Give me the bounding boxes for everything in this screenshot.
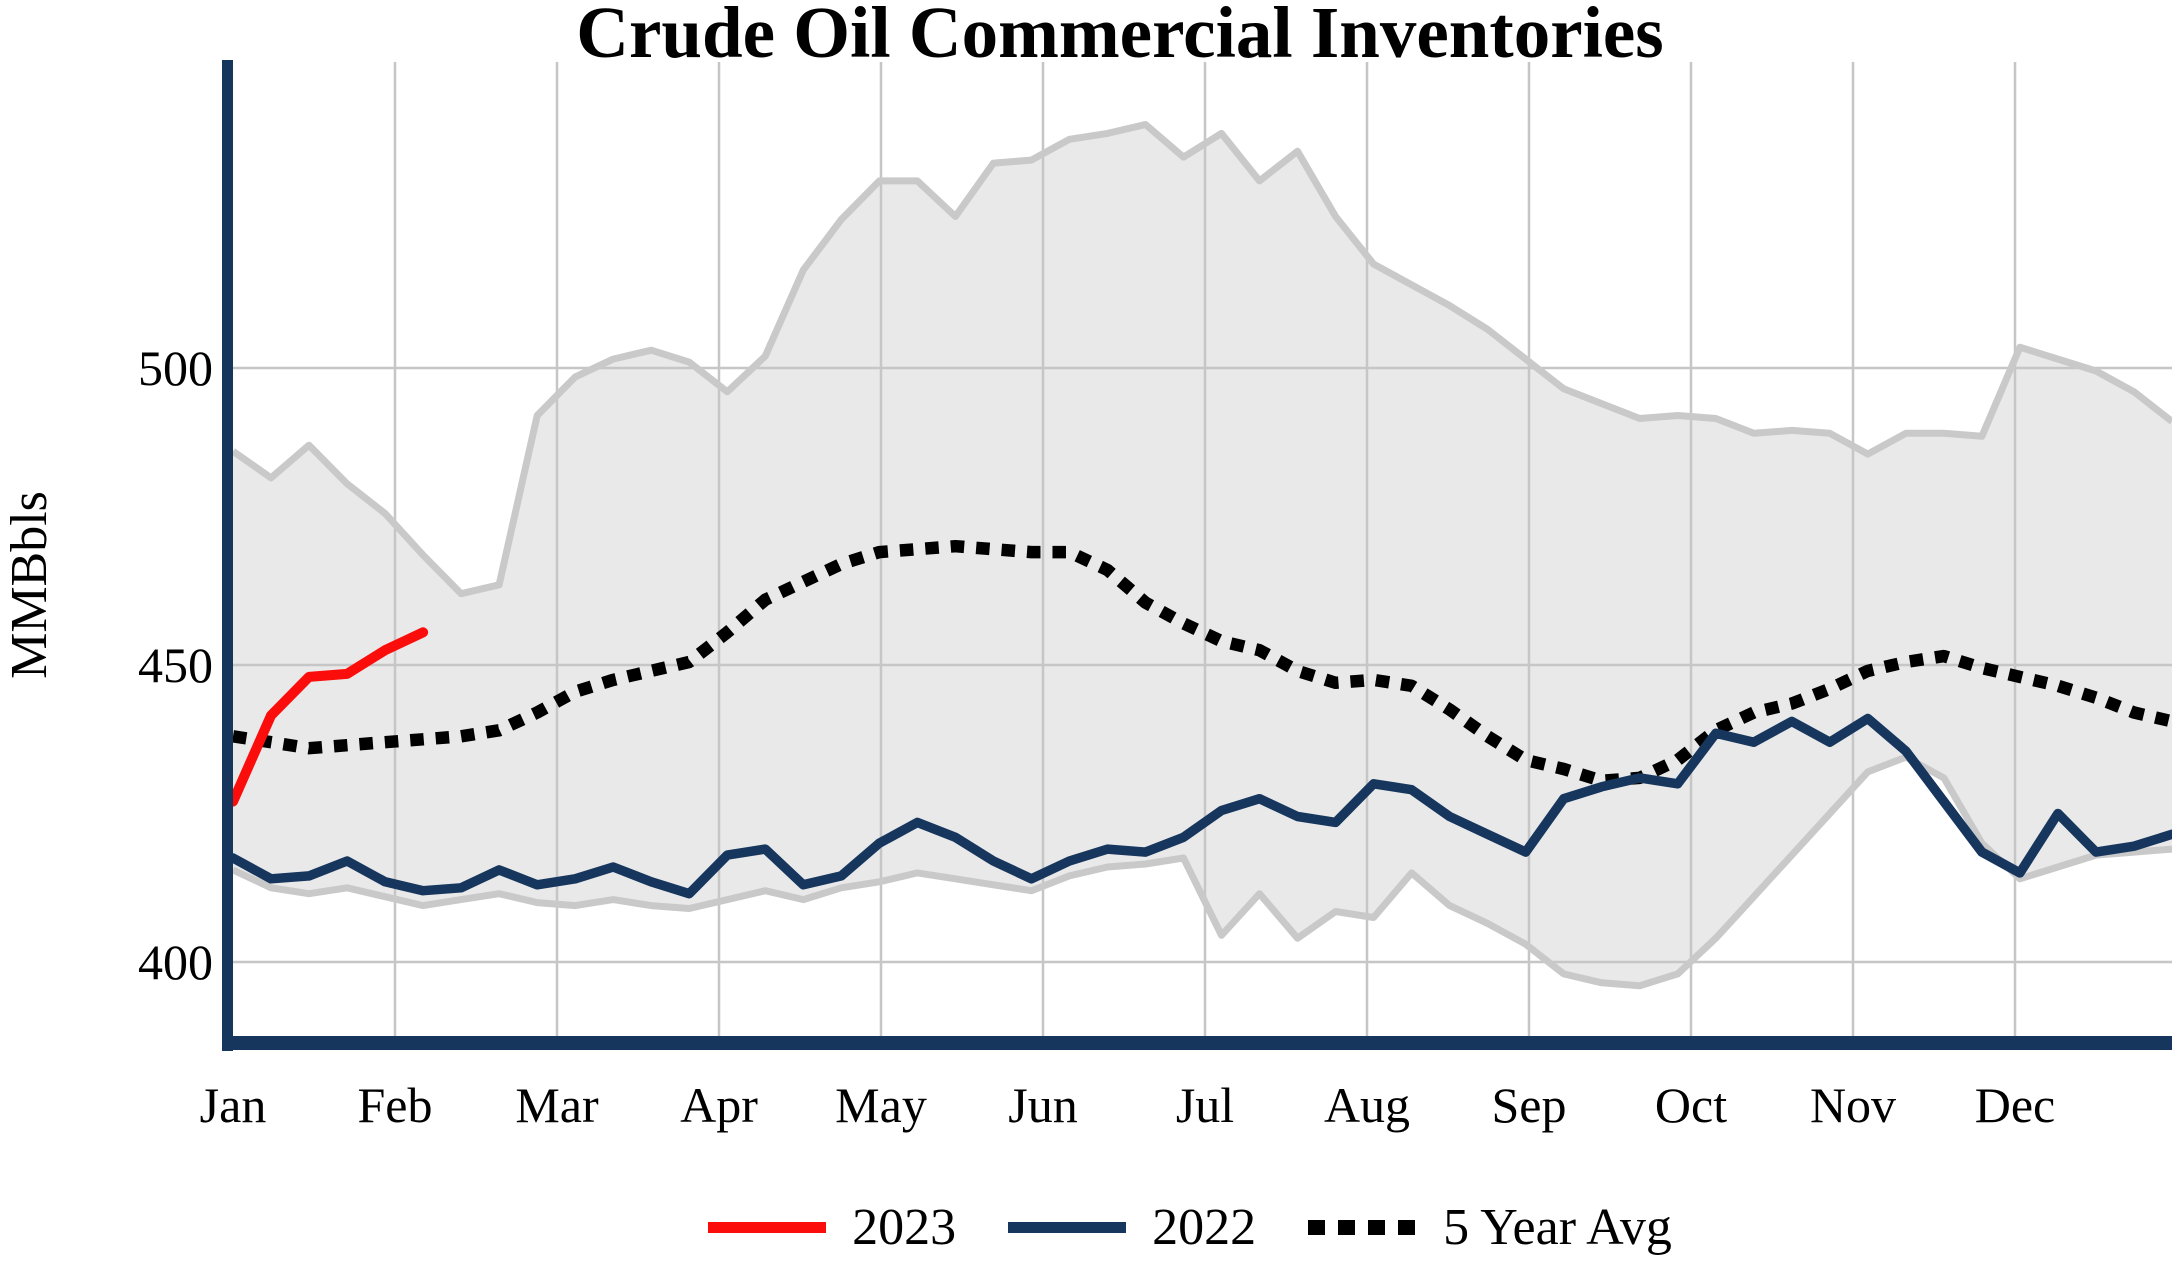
y-tick-label-450: 450 — [138, 637, 213, 693]
x-tick-label-may: May — [835, 1077, 927, 1133]
x-tick-label-jan: Jan — [200, 1077, 267, 1133]
line-5-year-avg — [232, 539, 2172, 788]
x-tick-label-dec: Dec — [1975, 1077, 2056, 1133]
y-tick-label-500: 500 — [138, 340, 213, 396]
legend-item-2022: 2022 — [1008, 1198, 1256, 1257]
x-tick-label-jul: Jul — [1176, 1077, 1234, 1133]
y-axis-line — [222, 60, 233, 1051]
line-2022 — [228, 713, 2172, 899]
x-tick-label-feb: Feb — [358, 1077, 433, 1133]
x-tick-label-nov: Nov — [1810, 1077, 1896, 1133]
five-year-range-upper-edge — [230, 121, 2172, 598]
x-tick-labels: Jan Feb Mar Apr May Jun Jul Aug Sep Oct … — [200, 1077, 2056, 1133]
x-tick-label-oct: Oct — [1655, 1077, 1727, 1133]
data-series — [228, 539, 2172, 899]
x-tick-label-aug: Aug — [1324, 1077, 1410, 1133]
legend: 2023 2022 5 Year Avg — [104, 1182, 2172, 1272]
x-tick-label-apr: Apr — [680, 1077, 758, 1133]
five-year-range-band-edge — [230, 121, 2172, 990]
legend-swatch-2022-navy-line — [1008, 1221, 1127, 1233]
legend-item-2023: 2023 — [708, 1198, 956, 1257]
chart-title: Crude Oil Commercial Inventories — [576, 0, 1663, 73]
five-year-range-band — [233, 124, 2172, 986]
legend-label-2023: 2023 — [852, 1198, 957, 1256]
five-year-range-lower-edge — [231, 753, 2172, 990]
legend-item-5yr-avg: 5 Year Avg — [1308, 1198, 1672, 1257]
y-axis-title: MMBbls — [1, 491, 58, 679]
gridlines — [228, 62, 2172, 1049]
x-tick-label-jun: Jun — [1008, 1077, 1077, 1133]
x-tick-label-mar: Mar — [515, 1077, 599, 1133]
x-tick-label-sep: Sep — [1492, 1077, 1567, 1133]
legend-label-5yr-avg: 5 Year Avg — [1443, 1198, 1672, 1256]
legend-label-2022: 2022 — [1152, 1198, 1257, 1256]
line-2023 — [228, 627, 429, 807]
y-tick-label-400: 400 — [138, 934, 213, 990]
legend-swatch-2023-red-line — [708, 1221, 827, 1233]
axes — [222, 60, 2172, 1051]
five-year-range-area — [233, 124, 2172, 986]
legend-swatch-5yr-avg-dotted-line — [1308, 1219, 1418, 1235]
x-axis-line — [222, 1036, 2172, 1050]
